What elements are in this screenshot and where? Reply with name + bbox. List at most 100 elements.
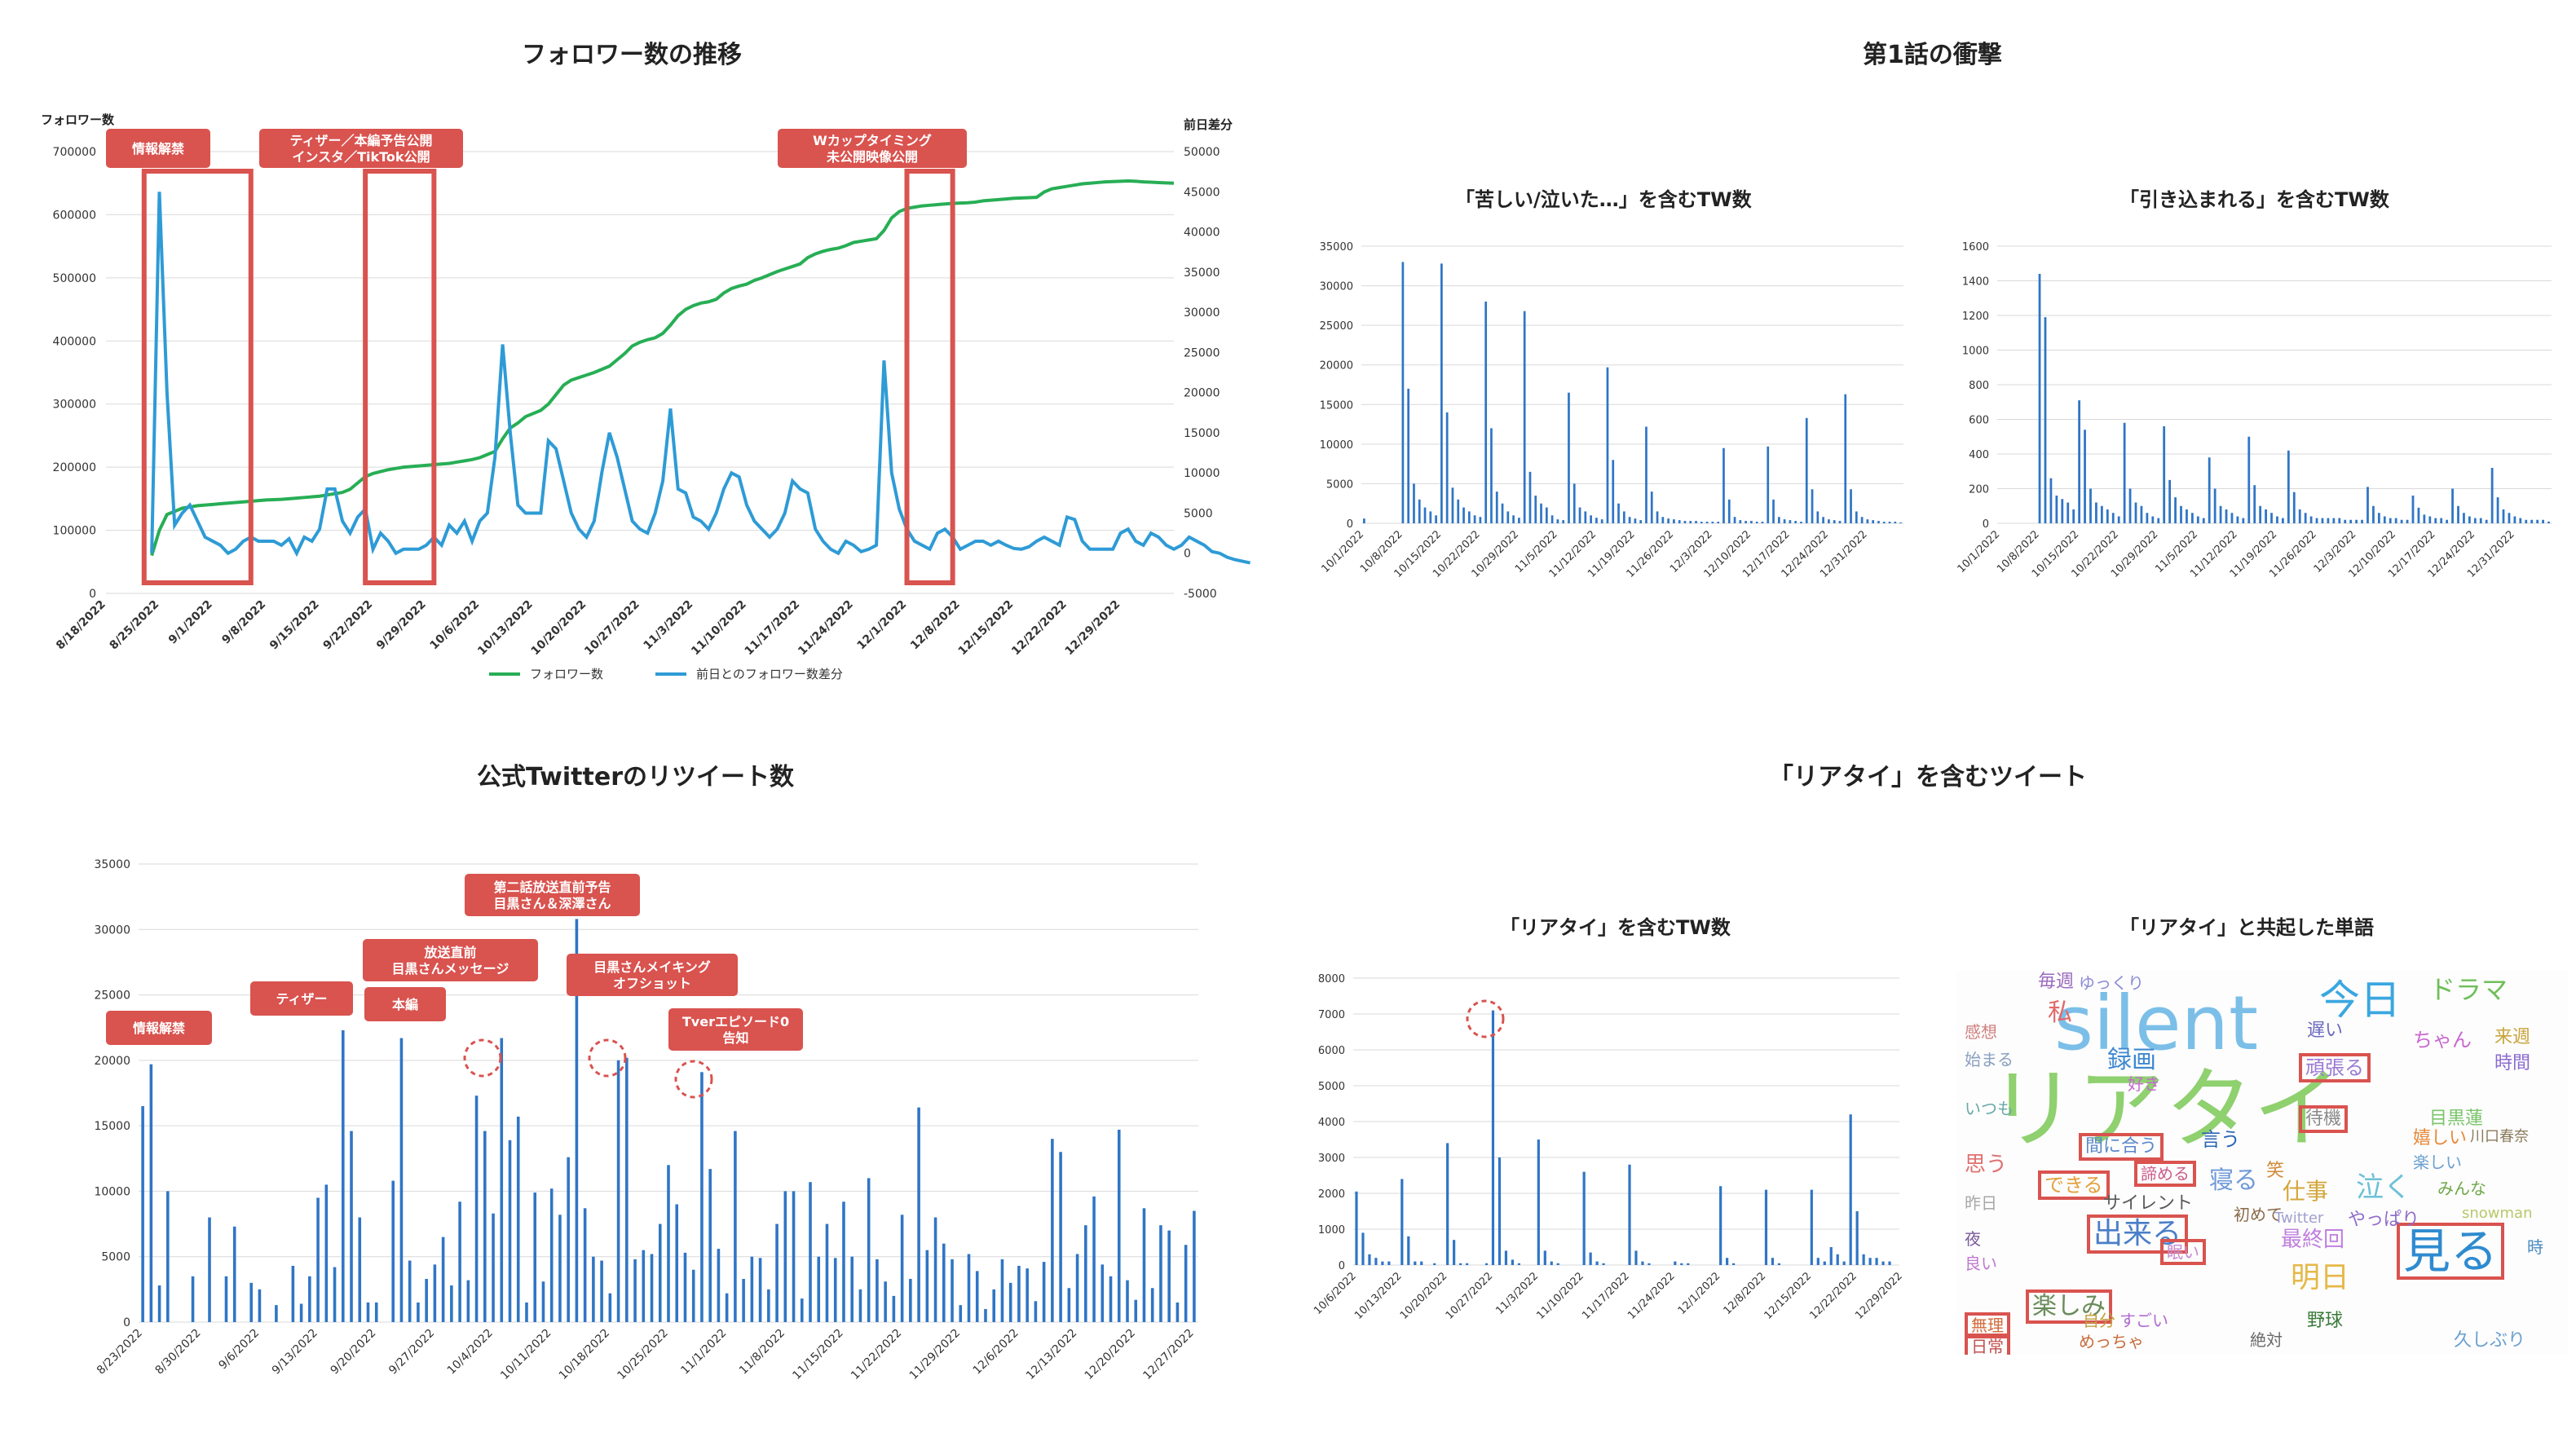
followers-line-chart: 0100000200000300000400000500000600000700… [53,129,1251,659]
bar [2100,505,2103,523]
bar [1490,428,1493,523]
panel-title-episode1: 第1話の衝撃 [1863,41,2002,69]
bar [1407,1236,1410,1265]
bar [592,1256,595,1322]
bar [1401,262,1405,523]
bar [691,1269,695,1322]
bar [2111,513,2115,523]
bar [1433,1263,1436,1265]
y-tick-label: 0 [123,1316,130,1329]
x-tick-group: 9/13/2022 [270,1327,320,1378]
bar [1595,518,1598,523]
y-tick-label: 8000 [1318,973,1345,985]
x-tick-label: 10/1/2022 [1956,528,2003,575]
bar [1504,1250,1508,1265]
bar [516,1116,520,1322]
y-tick-label: 1000 [1318,1224,1345,1237]
x-tick-group: 11/24/2022 [1625,1270,1678,1322]
highlight-box-3 [904,169,955,585]
word-cloud-word: silent [2054,980,2259,1067]
bar [667,1165,670,1322]
bar [1628,1164,1631,1265]
chart-title-wordcloud: 「リアタイ」と共起した単語 [2119,916,2374,939]
bar [2186,509,2188,523]
bar [1590,515,1592,523]
bar [984,1308,987,1322]
bar [1647,1263,1651,1265]
bar [1498,1157,1502,1265]
x-tick-label: 11/17/2022 [743,598,803,659]
x-tick-group: 10/20/2022 [529,598,589,659]
bar [2321,518,2324,523]
bar [633,1259,637,1322]
x-tick-group: 10/25/2022 [615,1327,670,1382]
bar [1645,426,1647,523]
bar [1888,522,1891,523]
bar [1451,487,1454,523]
x-tick-group: 11/3/2022 [642,598,696,653]
x-tick-label: 9/22/2022 [321,598,376,653]
x-tick-group: 12/22/2022 [1807,1270,1859,1322]
x-tick-group: 12/1/2022 [855,598,910,653]
bar [867,1178,871,1322]
word-cloud-word: 嬉しい [2413,1128,2468,1148]
x-tick-group: 11/15/2022 [790,1327,845,1382]
callout-teaser-text: ティザー／本編予告公開 [289,133,432,148]
bar [2055,496,2058,523]
bar [474,1096,479,1322]
y-tick-label: 20000 [1320,360,1353,373]
callout-rt-main-text: 本編 [392,997,418,1012]
y-right-tick-label: 35000 [1184,267,1220,280]
x-tick-group: 8/18/2022 [54,598,108,653]
bar [858,1289,862,1322]
x-tick-group: 8/23/2022 [95,1327,145,1378]
bar [1836,1254,1839,1265]
bar [2270,513,2273,523]
bar [2361,519,2363,523]
callout-rt-before-broadcast-text: 放送直前 [423,945,476,960]
bar [1639,520,1643,523]
bar [1733,517,1736,523]
x-tick-label: 12/13/2022 [1024,1327,1079,1382]
bar [2383,516,2386,523]
bar [324,1184,329,1322]
bar [1794,521,1797,523]
bar [1875,1258,1878,1265]
y-left-tick-label: 400000 [53,335,96,348]
bar [1556,519,1559,523]
word-cloud-word: 毎週 [2038,972,2075,992]
x-tick-group: 8/25/2022 [108,598,162,653]
callout-rt-episode2-text: 目黒さん＆深澤さん [493,896,611,911]
x-tick-label: 9/6/2022 [216,1327,262,1373]
x-tick-group: 12/20/2022 [1083,1327,1138,1382]
x-tick-label: 11/8/2022 [737,1327,787,1378]
bar [291,1265,295,1322]
bar [1126,1280,1129,1322]
bar [608,1293,612,1322]
word-cloud-word: 始まる [1965,1050,2014,1069]
y-tick-label: 25000 [94,990,130,1003]
callout-rt-episode2-box [465,874,640,916]
x-tick-group: 10/6/2022 [428,598,483,653]
bar [1805,417,1808,523]
bar [2213,488,2217,523]
y-tick-label: 7000 [1318,1009,1345,1021]
word-cloud-word: 笑 [2266,1161,2285,1181]
bar [1484,1263,1489,1265]
callout-rt-before-broadcast-box [363,939,538,981]
callout-rt-teaser: ティザー [250,981,353,1016]
word-cloud-word: 野球 [2307,1311,2344,1331]
word-cloud-word: みんな [2437,1179,2486,1198]
x-tick-group: 12/15/2022 [956,598,1017,659]
bar [2292,492,2296,523]
bar [1540,503,1542,523]
bar [508,1140,512,1322]
callout-rt-main: 本編 [364,987,446,1021]
x-tick-label: 10/20/2022 [1398,1270,1450,1322]
bar [2496,497,2499,523]
callout-rt-teaser-box [250,981,353,1016]
bar [1368,1254,1371,1265]
bar [2151,516,2155,523]
x-tick-group: 11/22/2022 [849,1327,904,1382]
bar [450,1285,453,1322]
